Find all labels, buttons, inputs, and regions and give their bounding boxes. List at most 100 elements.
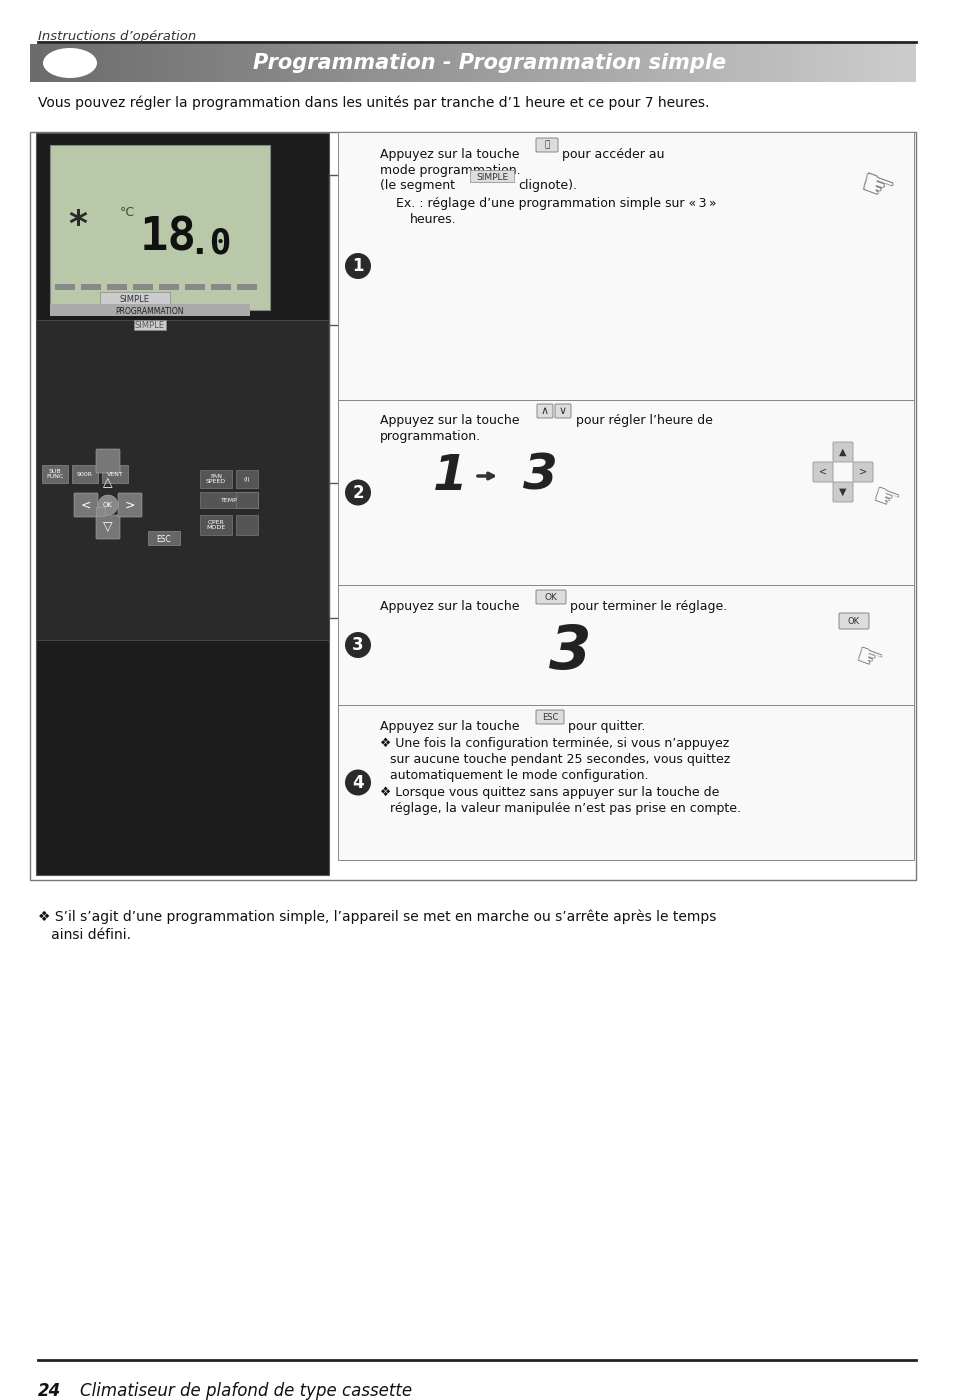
Bar	[180, 43, 185, 83]
Bar	[557, 43, 561, 83]
Text: OK: OK	[847, 617, 860, 627]
Text: ❖ Lorsque vous quittez sans appuyer sur la touche de: ❖ Lorsque vous quittez sans appuyer sur …	[379, 785, 719, 799]
Bar	[107, 284, 127, 290]
Bar	[490, 43, 496, 83]
Bar	[822, 43, 827, 83]
Bar	[578, 43, 583, 83]
Text: pour accéder au: pour accéder au	[561, 148, 664, 161]
Text: (I): (I)	[243, 476, 250, 482]
Bar	[50, 304, 250, 316]
Text: ❖ S’il s’agit d’une programmation simple, l’appareil se met en marche ou s’arrêt: ❖ S’il s’agit d’une programmation simple…	[38, 910, 716, 924]
Bar	[255, 43, 260, 83]
Bar	[229, 43, 234, 83]
Bar	[875, 43, 881, 83]
Text: ∨: ∨	[558, 406, 566, 416]
Text: OK: OK	[544, 592, 557, 602]
Bar	[141, 43, 146, 83]
Text: mode programmation.: mode programmation.	[379, 164, 520, 176]
Bar	[88, 43, 92, 83]
Bar	[716, 43, 720, 83]
Bar	[200, 470, 232, 489]
Bar	[610, 43, 615, 83]
Text: >: >	[858, 468, 866, 477]
Circle shape	[345, 253, 371, 279]
Bar	[464, 43, 469, 83]
Bar	[287, 43, 292, 83]
Bar	[100, 293, 170, 305]
Bar	[314, 43, 318, 83]
Bar	[83, 43, 88, 83]
Bar	[212, 43, 216, 83]
Bar	[640, 43, 645, 83]
Bar	[211, 284, 231, 290]
Bar	[428, 43, 434, 83]
Bar	[406, 43, 411, 83]
Bar	[481, 43, 486, 83]
Bar	[862, 43, 867, 83]
Text: automatiquement le mode configuration.: automatiquement le mode configuration.	[390, 769, 648, 783]
Bar	[623, 43, 628, 83]
Text: pour quitter.: pour quitter.	[567, 720, 644, 734]
Text: 24: 24	[38, 1382, 61, 1400]
Text: OK: OK	[103, 503, 112, 508]
Text: *: *	[68, 209, 87, 242]
Bar	[729, 43, 734, 83]
Bar	[561, 43, 566, 83]
Bar	[167, 43, 172, 83]
Bar	[495, 43, 499, 83]
Bar	[535, 43, 539, 83]
Bar	[71, 465, 98, 483]
Text: Appuyez sur la touche: Appuyez sur la touche	[379, 601, 519, 613]
Bar	[676, 43, 681, 83]
FancyBboxPatch shape	[74, 493, 98, 517]
Bar	[193, 43, 198, 83]
Text: ▲: ▲	[839, 447, 846, 456]
Bar	[101, 43, 106, 83]
Bar	[96, 43, 101, 83]
Bar	[911, 43, 916, 83]
FancyBboxPatch shape	[838, 613, 868, 629]
Bar	[451, 43, 456, 83]
Text: 4: 4	[352, 773, 363, 791]
Bar	[291, 43, 296, 83]
Bar	[637, 43, 641, 83]
Bar	[446, 43, 451, 83]
Bar	[419, 43, 424, 83]
Bar	[39, 43, 44, 83]
Bar	[433, 43, 437, 83]
Bar	[252, 43, 256, 83]
Text: sur aucune touche pendant 25 secondes, vous quittez: sur aucune touche pendant 25 secondes, v…	[390, 753, 729, 766]
Bar	[91, 43, 97, 83]
Bar	[760, 43, 765, 83]
Bar	[105, 43, 111, 83]
Bar	[371, 43, 375, 83]
Bar	[200, 515, 232, 535]
Bar	[269, 43, 274, 83]
Text: 900R: 900R	[77, 472, 92, 476]
FancyBboxPatch shape	[832, 442, 852, 462]
Text: FAN
SPEED: FAN SPEED	[206, 473, 226, 484]
Text: 2: 2	[352, 483, 363, 501]
Bar	[605, 43, 610, 83]
Bar	[565, 43, 570, 83]
Bar	[588, 43, 593, 83]
Text: Programmation - Programmation simple: Programmation - Programmation simple	[253, 53, 726, 73]
Bar	[756, 43, 760, 83]
Text: pour terminer le réglage.: pour terminer le réglage.	[569, 601, 726, 613]
Text: heures.: heures.	[410, 213, 456, 225]
Bar	[357, 43, 362, 83]
Bar	[36, 133, 329, 875]
Bar	[132, 284, 152, 290]
Bar	[513, 43, 517, 83]
Bar	[530, 43, 535, 83]
Bar	[888, 43, 893, 83]
Bar	[235, 470, 257, 489]
Bar	[236, 284, 256, 290]
Bar	[235, 491, 257, 508]
Bar	[132, 43, 136, 83]
Bar	[778, 43, 782, 83]
Bar	[190, 43, 194, 83]
Bar	[220, 43, 225, 83]
Bar	[592, 43, 597, 83]
Bar	[56, 43, 61, 83]
